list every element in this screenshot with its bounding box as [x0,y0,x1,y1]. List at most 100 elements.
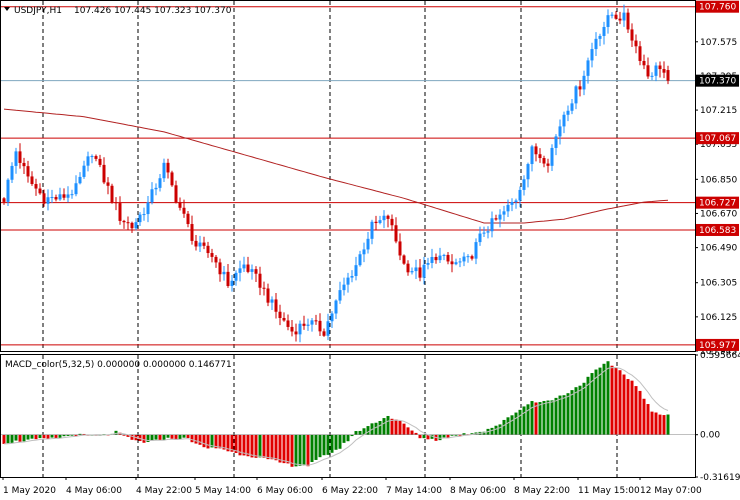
candle-body [114,202,118,204]
candle [62,188,66,201]
candle-body [446,254,450,262]
macd-bar [70,434,74,436]
macd-bar [286,434,290,464]
candle-body [414,267,418,272]
quote-label: 107.426 107.445 107.323 107.370 [74,6,232,16]
candle-body [514,200,518,202]
candle-body [170,172,174,186]
dropdown-triangle-icon[interactable] [4,7,10,11]
candle [586,57,590,84]
candle [242,256,246,273]
candle [574,85,578,110]
moving-average [3,108,669,224]
time-tick-label: 11 May 15:00 [578,486,640,496]
candle [110,183,114,204]
price-tick-label: 105.945 [700,347,737,357]
macd-bar [318,434,322,458]
candle-body [14,151,18,166]
candle-body [578,86,582,90]
macd-bar [290,434,294,467]
price-tick-label: 106.125 [700,313,737,323]
macd-bar [562,395,566,435]
macd-bar [66,434,70,436]
macd-bar [194,434,198,444]
candle [230,274,234,292]
candle [650,72,654,81]
candle [458,258,462,268]
macd-bar [202,434,206,448]
candle [82,160,86,179]
candle [594,32,598,56]
candle-body [102,164,106,183]
candle [54,194,58,202]
candle-body [530,146,534,165]
macd-bar [42,434,46,439]
candle-body [494,218,498,220]
macd-bar [650,411,654,435]
symbol-label: USDJPY,H1 [14,6,62,16]
time-tick-label: 1 May 2020 [3,486,56,496]
macd-bar [490,427,494,435]
candle [134,218,138,231]
candle [210,248,214,263]
candle-body [590,49,594,61]
candle-body [486,231,490,233]
macd-bar [454,434,458,436]
candle-body [90,156,94,158]
candle [598,33,602,47]
candle-body [602,26,606,36]
candle [70,189,74,199]
candle [326,313,330,341]
level-tag: 105.977 [696,338,739,351]
macd-bar [538,402,542,435]
macd-bar [126,434,130,437]
candle-body [378,220,382,224]
candle-body [318,320,322,332]
candle-body [506,204,510,212]
macd-bar [518,409,522,435]
macd-bar [190,434,194,443]
macd-bar [550,400,554,435]
candle-body [626,12,630,30]
macd-bar [662,415,666,435]
macd-bar [578,385,582,435]
candle-body [222,271,226,275]
candle-body [158,178,162,188]
candle-body [350,276,354,278]
candle-body [594,38,598,50]
macd-bar [462,433,466,435]
level-tag-box [696,223,739,236]
macd-bar [638,390,642,435]
candle-body [194,240,198,247]
candle-body [310,320,314,325]
macd-bar [378,420,382,435]
macd-bar [2,434,6,444]
level-tag-label: 106.727 [699,199,736,209]
candle [322,328,326,337]
candle [558,119,562,145]
candle-body [166,162,170,173]
candle-body [134,222,138,229]
candle [634,34,638,54]
candle [126,216,130,231]
candle [78,172,82,185]
macd-bar [222,434,226,450]
macd-bar [358,430,362,435]
candle [578,80,582,97]
macd-bar [602,363,606,435]
candle [118,196,122,225]
macd-bar [186,434,190,439]
candle-body [566,110,570,115]
candle [206,241,210,258]
price-tick-label: 106.305 [700,279,737,289]
candle [474,238,478,265]
candle-body [370,221,374,239]
candle [194,235,198,251]
candle [186,210,190,228]
candle-body [526,164,530,180]
macd-bar [582,382,586,435]
candle-body [570,103,574,111]
price-tick-label: 107.575 [700,38,737,48]
candle [202,236,206,250]
candle-body [550,147,554,166]
